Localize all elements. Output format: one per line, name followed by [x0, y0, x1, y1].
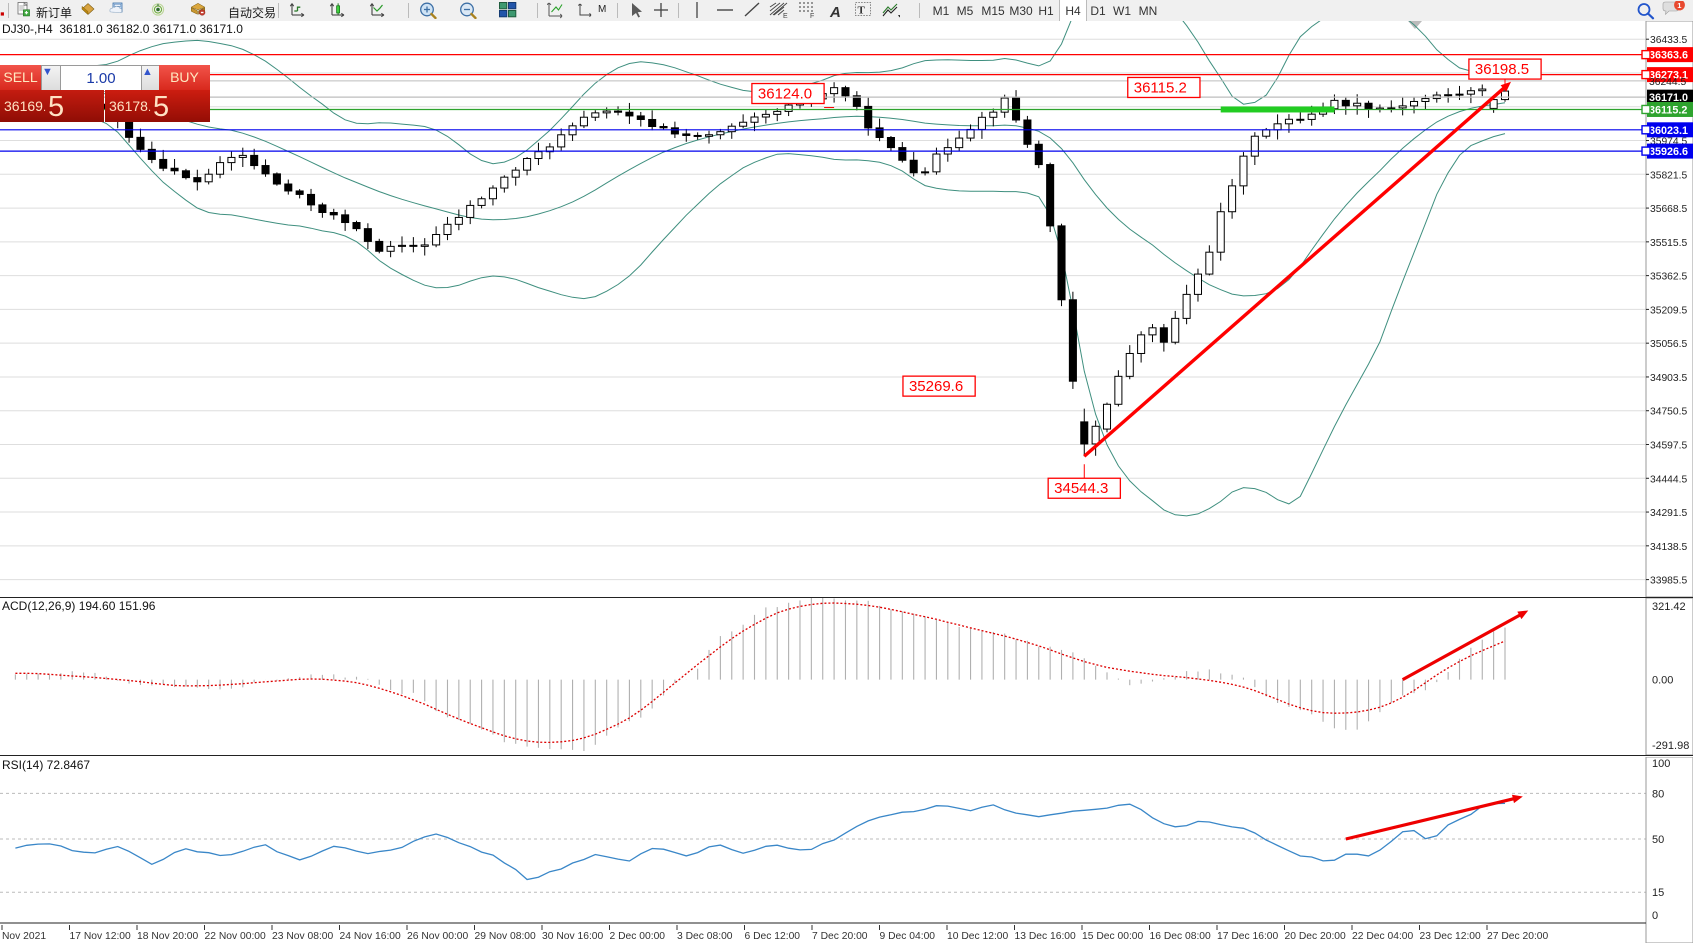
svg-text:0: 0: [1652, 910, 1658, 922]
svg-text:36244.5: 36244.5: [1649, 77, 1686, 88]
svg-text:34138.5: 34138.5: [1650, 542, 1687, 553]
svg-text:7 Dec 20:00: 7 Dec 20:00: [812, 931, 868, 942]
svg-text:36124.0: 36124.0: [758, 86, 812, 103]
svg-text:9 Dec 04:00: 9 Dec 04:00: [880, 931, 936, 942]
svg-text:22 Nov 00:00: 22 Nov 00:00: [205, 931, 267, 942]
svg-text:23 Nov 08:00: 23 Nov 08:00: [272, 931, 334, 942]
svg-text:30 Nov 16:00: 30 Nov 16:00: [542, 931, 604, 942]
svg-text:34597.5: 34597.5: [1650, 441, 1687, 452]
svg-text:80: 80: [1652, 788, 1664, 800]
svg-text:Nov 2021: Nov 2021: [2, 931, 46, 942]
svg-text:2 Dec 00:00: 2 Dec 00:00: [610, 931, 666, 942]
svg-text:0.00: 0.00: [1652, 675, 1673, 687]
svg-text:22 Dec 04:00: 22 Dec 04:00: [1352, 931, 1414, 942]
svg-text:T: T: [858, 5, 866, 17]
svg-text:34544.3: 34544.3: [1054, 480, 1108, 497]
svg-text:15 Dec 00:00: 15 Dec 00:00: [1082, 931, 1144, 942]
svg-text:50: 50: [1652, 834, 1664, 846]
svg-text:26 Nov 00:00: 26 Nov 00:00: [407, 931, 469, 942]
svg-text:35926.6: 35926.6: [1649, 146, 1688, 158]
svg-text:-291.98: -291.98: [1652, 740, 1689, 752]
svg-text:6 Dec 12:00: 6 Dec 12:00: [745, 931, 801, 942]
svg-text:35269.6: 35269.6: [909, 378, 963, 395]
svg-text:36023.1: 36023.1: [1649, 125, 1688, 137]
svg-text:36115.2: 36115.2: [1649, 104, 1687, 116]
svg-text:10 Dec 12:00: 10 Dec 12:00: [947, 931, 1009, 942]
svg-text:17 Dec 16:00: 17 Dec 16:00: [1217, 931, 1279, 942]
svg-text:35821.5: 35821.5: [1650, 170, 1687, 181]
svg-text:36115.2: 36115.2: [1134, 79, 1187, 96]
svg-text:34750.5: 34750.5: [1650, 407, 1687, 418]
svg-text:27 Dec 20:00: 27 Dec 20:00: [1487, 931, 1549, 942]
svg-text:100: 100: [1652, 758, 1670, 770]
svg-text:E: E: [783, 13, 788, 19]
svg-text:23 Dec 12:00: 23 Dec 12:00: [1420, 931, 1482, 942]
svg-text:34444.5: 34444.5: [1650, 474, 1687, 485]
svg-text:36433.5: 36433.5: [1650, 35, 1687, 46]
svg-text:24 Nov 16:00: 24 Nov 16:00: [340, 931, 402, 942]
svg-text:34291.5: 34291.5: [1650, 508, 1687, 519]
svg-text:36198.5: 36198.5: [1475, 61, 1529, 78]
svg-text:36363.6: 36363.6: [1649, 50, 1688, 62]
svg-text:29 Nov 08:00: 29 Nov 08:00: [475, 931, 537, 942]
svg-text:18 Nov 20:00: 18 Nov 20:00: [137, 931, 199, 942]
svg-text:35668.5: 35668.5: [1650, 204, 1687, 215]
svg-text:321.42: 321.42: [1652, 601, 1686, 613]
svg-text:15: 15: [1652, 887, 1664, 899]
svg-text:35056.5: 35056.5: [1650, 339, 1687, 350]
svg-text:34903.5: 34903.5: [1650, 373, 1687, 384]
svg-text:33985.5: 33985.5: [1650, 576, 1687, 587]
svg-text:13 Dec 16:00: 13 Dec 16:00: [1015, 931, 1077, 942]
svg-text:F: F: [810, 13, 814, 19]
svg-text:35515.5: 35515.5: [1650, 238, 1687, 249]
svg-text:20 Dec 20:00: 20 Dec 20:00: [1285, 931, 1347, 942]
svg-text:35209.5: 35209.5: [1650, 305, 1687, 316]
svg-text:17 Nov 12:00: 17 Nov 12:00: [70, 931, 132, 942]
svg-text:35362.5: 35362.5: [1650, 272, 1687, 283]
svg-text:16 Dec 08:00: 16 Dec 08:00: [1150, 931, 1212, 942]
svg-text:3 Dec 08:00: 3 Dec 08:00: [677, 931, 733, 942]
